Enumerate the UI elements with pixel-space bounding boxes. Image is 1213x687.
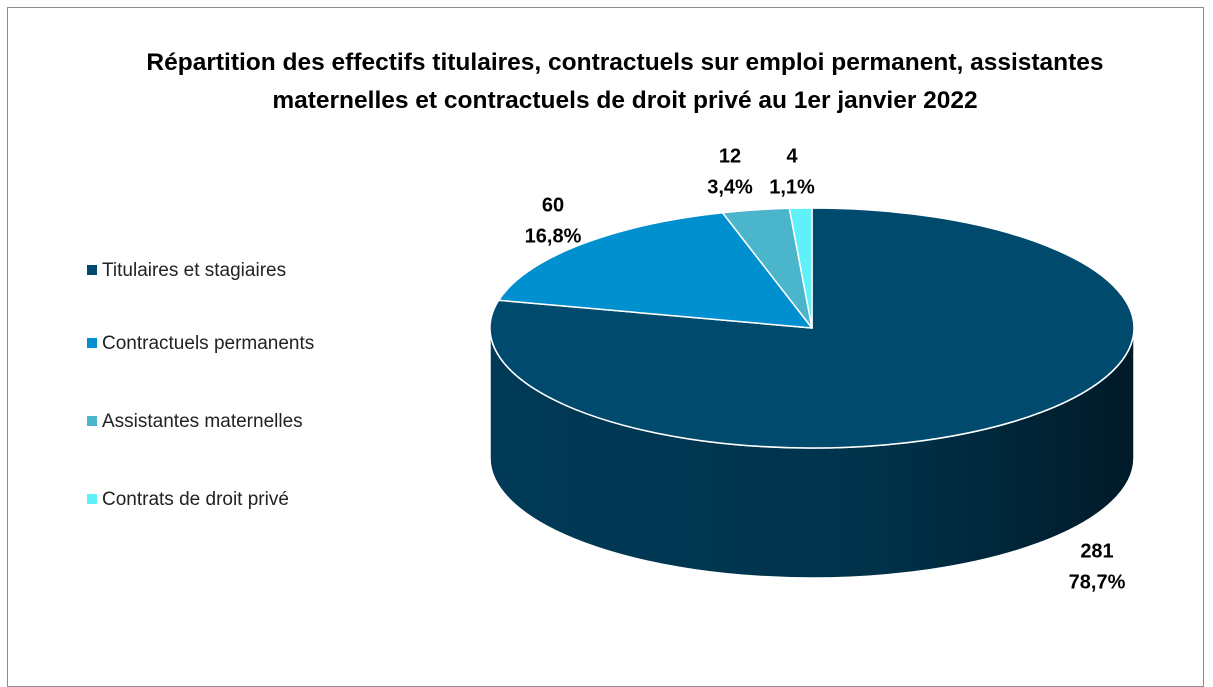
- data-label-percent: 16,8%: [525, 225, 582, 247]
- data-label-value: 12: [719, 145, 741, 167]
- legend-label: Contrats de droit privé: [102, 489, 289, 510]
- data-label-value: 281: [1080, 540, 1113, 562]
- legend-swatch: [87, 265, 97, 275]
- legend-swatch: [87, 494, 97, 504]
- chart: 281 78,7% 60 16,8% 12 3,4% 4 1,1% Titulaires et …: [87, 145, 1135, 593]
- legend-label: Assistantes maternelles: [102, 411, 303, 432]
- legend-swatch: [87, 416, 97, 426]
- page: {"chart_data": {"type": "pie", "title": …: [7, 7, 1204, 687]
- legend-swatch: [87, 338, 97, 348]
- data-label-percent: 3,4%: [707, 176, 753, 198]
- slice: [497, 211, 813, 329]
- slice: [788, 207, 813, 329]
- chart-title: Répartition des effectifs titulaires, co…: [146, 49, 1104, 114]
- legend-label: Titulaires et stagiaires: [102, 260, 286, 281]
- data-label-value: 4: [786, 145, 798, 167]
- data-label-percent: 1,1%: [769, 176, 815, 198]
- legend-label: Contractuels permanents: [102, 333, 314, 354]
- data-label-value: 60: [542, 194, 564, 216]
- data-label-percent: 78,7%: [1069, 571, 1126, 593]
